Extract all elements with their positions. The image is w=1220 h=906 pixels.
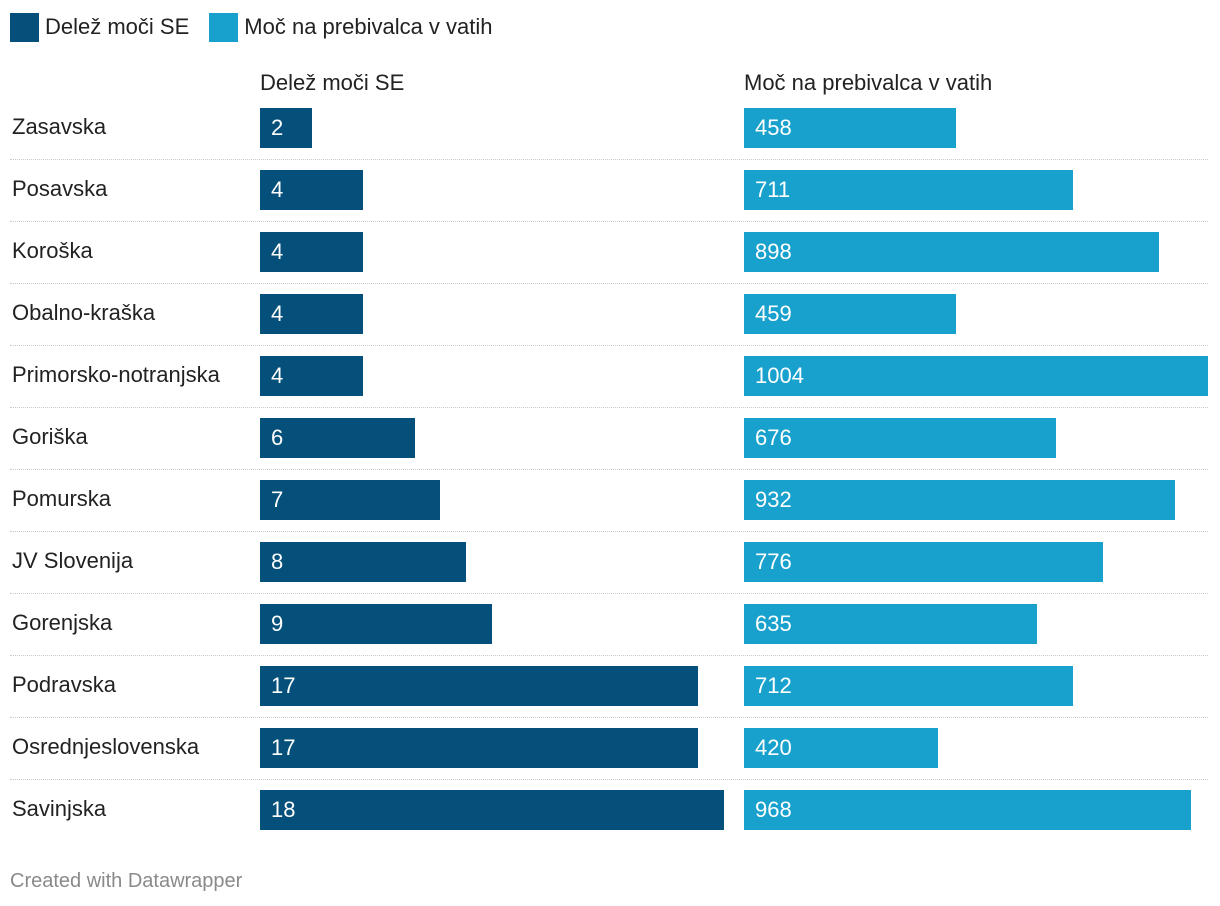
bar-delez: [260, 542, 466, 582]
row-separator: [10, 221, 1208, 222]
bar-value-label: 420: [755, 735, 792, 760]
bar-moc: [744, 356, 1208, 396]
row-posavska: Posavska 4 711: [0, 170, 1220, 232]
bar-moc: [744, 480, 1175, 520]
row-separator: [10, 593, 1208, 594]
bar-value-label: 635: [755, 611, 792, 636]
bar-delez: [260, 356, 363, 396]
bar-moc: [744, 790, 1191, 830]
column-header-delez: Delež moči SE: [260, 70, 405, 95]
bar-value-label: 712: [755, 673, 792, 698]
bar-delez: [260, 294, 363, 334]
bar-delez: [260, 790, 724, 830]
row-separator: [10, 717, 1208, 718]
bar-value-label: 8: [271, 549, 284, 574]
row-zasavska: Zasavska 2 458: [0, 108, 1220, 170]
bar-delez: [260, 480, 440, 520]
legend-swatch-delez: [10, 12, 39, 42]
legend-label-delez: Delež moči SE: [45, 14, 190, 39]
bar-value-label: 2: [271, 115, 284, 140]
bar-value-label: 18: [271, 797, 296, 822]
row-label: Goriška: [12, 424, 88, 449]
bar-delez: [260, 170, 363, 210]
row-obalno-kraska: Obalno-kraška 4 459: [0, 294, 1220, 356]
bar-moc: [744, 666, 1073, 706]
bar-value-label: 7: [271, 487, 284, 512]
bar-value-label: 4: [271, 363, 284, 388]
row-koroska: Koroška 4 898: [0, 232, 1220, 294]
bar-moc: [744, 728, 938, 768]
credit-text: Created with Datawrapper: [10, 870, 243, 892]
row-label: Osrednjeslovenska: [12, 734, 200, 759]
bar-value-label: 676: [755, 425, 792, 450]
bar-value-label: 711: [755, 177, 791, 202]
bar-moc: [744, 232, 1159, 272]
legend-item-delez: Delež moči SE: [10, 12, 190, 42]
row-separator: [10, 531, 1208, 532]
row-savinjska: Savinjska 18 968: [0, 790, 1220, 852]
bar-moc: [744, 604, 1037, 644]
row-jv-slovenija: JV Slovenija 8 776: [0, 542, 1220, 604]
bar-value-label: 458: [755, 115, 792, 140]
bar-delez: [260, 418, 415, 458]
row-separator: [10, 283, 1208, 284]
bar-value-label: 4: [271, 301, 284, 326]
bar-moc: [744, 108, 956, 148]
row-separator: [10, 779, 1208, 780]
row-label: Pomurska: [12, 486, 112, 511]
bar-value-label: 776: [755, 549, 792, 574]
row-label: Primorsko-notranjska: [12, 362, 220, 387]
legend-label-moc: Moč na prebivalca v vatih: [244, 14, 493, 39]
bar-delez: [260, 108, 312, 148]
row-podravska: Podravska 17 712: [0, 666, 1220, 728]
bar-moc: [744, 170, 1073, 210]
bar-value-label: 898: [755, 239, 792, 264]
bar-value-label: 6: [271, 425, 284, 450]
bar-value-label: 4: [271, 239, 284, 264]
bar-value-label: 932: [755, 487, 792, 512]
column-header-moc: Moč na prebivalca v vatih: [744, 70, 993, 95]
bar-value-label: 968: [755, 797, 792, 822]
chart-legend: Delež moči SE Moč na prebivalca v vatih: [10, 12, 513, 42]
bar-value-label: 459: [755, 301, 792, 326]
row-separator: [10, 159, 1208, 160]
legend-swatch-moc: [209, 12, 239, 42]
row-pomurska: Pomurska 7 932: [0, 480, 1220, 542]
bar-moc: [744, 418, 1056, 458]
row-separator: [10, 469, 1208, 470]
row-primorsko-notranjska: Primorsko-notranjska 4 1004: [0, 356, 1220, 418]
row-separator: [10, 655, 1208, 656]
bar-moc: [744, 542, 1103, 582]
row-label: Gorenjska: [12, 610, 113, 635]
bar-delez: [260, 666, 698, 706]
row-label: Zasavska: [12, 114, 107, 139]
bar-delez: [260, 728, 698, 768]
row-separator: [10, 407, 1208, 408]
row-label: JV Slovenija: [12, 548, 134, 573]
bar-moc: [744, 294, 956, 334]
row-label: Koroška: [12, 238, 93, 263]
row-label: Podravska: [12, 672, 116, 697]
row-goriska: Goriška 6 676: [0, 418, 1220, 480]
bar-delez: [260, 604, 492, 644]
row-osrednjeslovenska: Osrednjeslovenska 17 420: [0, 728, 1220, 790]
bar-value-label: 17: [271, 735, 296, 760]
row-gorenjska: Gorenjska 9 635: [0, 604, 1220, 666]
row-label: Savinjska: [12, 796, 107, 821]
row-separator: [10, 345, 1208, 346]
legend-item-moc: Moč na prebivalca v vatih: [209, 12, 493, 42]
bar-delez: [260, 232, 363, 272]
bar-value-label: 4: [271, 177, 284, 202]
row-label: Obalno-kraška: [12, 300, 156, 325]
bar-value-label: 9: [271, 611, 284, 636]
row-label: Posavska: [12, 176, 108, 201]
bar-value-label: 1004: [755, 363, 804, 388]
bar-value-label: 17: [271, 673, 296, 698]
